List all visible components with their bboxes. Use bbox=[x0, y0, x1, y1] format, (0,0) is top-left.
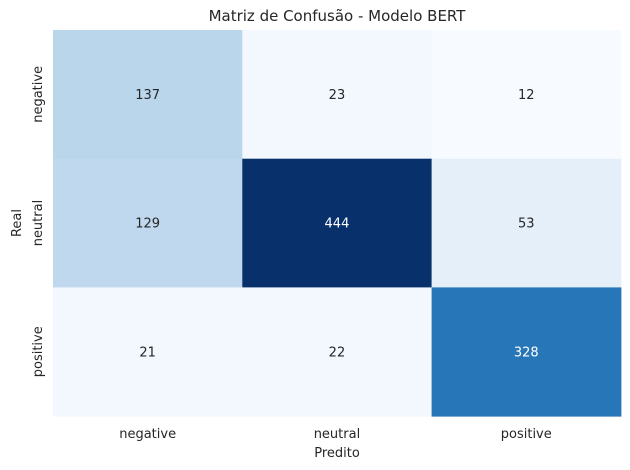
heatmap-cell-1-1 bbox=[242, 158, 433, 288]
cell-annotation-0-2: 12 bbox=[518, 88, 535, 103]
heatmap-cell-1-0 bbox=[53, 158, 243, 288]
cell-annotations: 137 23 12 129 444 53 21 22 328 bbox=[135, 88, 538, 360]
x-tick-label-positive: positive bbox=[501, 427, 552, 442]
cell-annotation-1-1: 444 bbox=[325, 217, 350, 232]
y-tick-label-neutral: neutral bbox=[31, 200, 46, 247]
y-axis-label: Real bbox=[10, 209, 25, 237]
x-axis-label: Predito bbox=[314, 446, 360, 461]
heatmap-cell-1-2 bbox=[431, 158, 622, 288]
y-tick-label-positive: positive bbox=[31, 326, 46, 377]
heatmap-cell-0-1 bbox=[242, 30, 433, 160]
chart-title: Matriz de Confusão - Modelo BERT bbox=[209, 7, 467, 25]
x-tick-labels: negative neutral positive bbox=[119, 427, 552, 442]
y-tick-labels: negative neutral positive bbox=[31, 66, 46, 377]
heatmap-cell-2-1 bbox=[242, 287, 433, 417]
x-tick-label-neutral: neutral bbox=[314, 427, 361, 442]
cell-annotation-0-1: 23 bbox=[329, 88, 346, 103]
heatmap-cell-0-0 bbox=[53, 30, 243, 160]
y-tick-label-negative: negative bbox=[31, 66, 46, 123]
cell-annotation-1-2: 53 bbox=[518, 217, 535, 232]
x-tick-label-negative: negative bbox=[119, 427, 176, 442]
cell-annotation-2-0: 21 bbox=[139, 345, 156, 360]
heatmap-cell-2-2 bbox=[431, 287, 622, 417]
heatmap-cell-0-2 bbox=[431, 30, 622, 160]
heatmap-cells bbox=[53, 30, 622, 417]
heatmap-cell-2-0 bbox=[53, 287, 243, 417]
cell-annotation-2-2: 328 bbox=[514, 345, 539, 360]
cell-annotation-2-1: 22 bbox=[329, 345, 346, 360]
cell-annotation-0-0: 137 bbox=[135, 88, 160, 103]
cell-annotation-1-0: 129 bbox=[135, 217, 160, 232]
